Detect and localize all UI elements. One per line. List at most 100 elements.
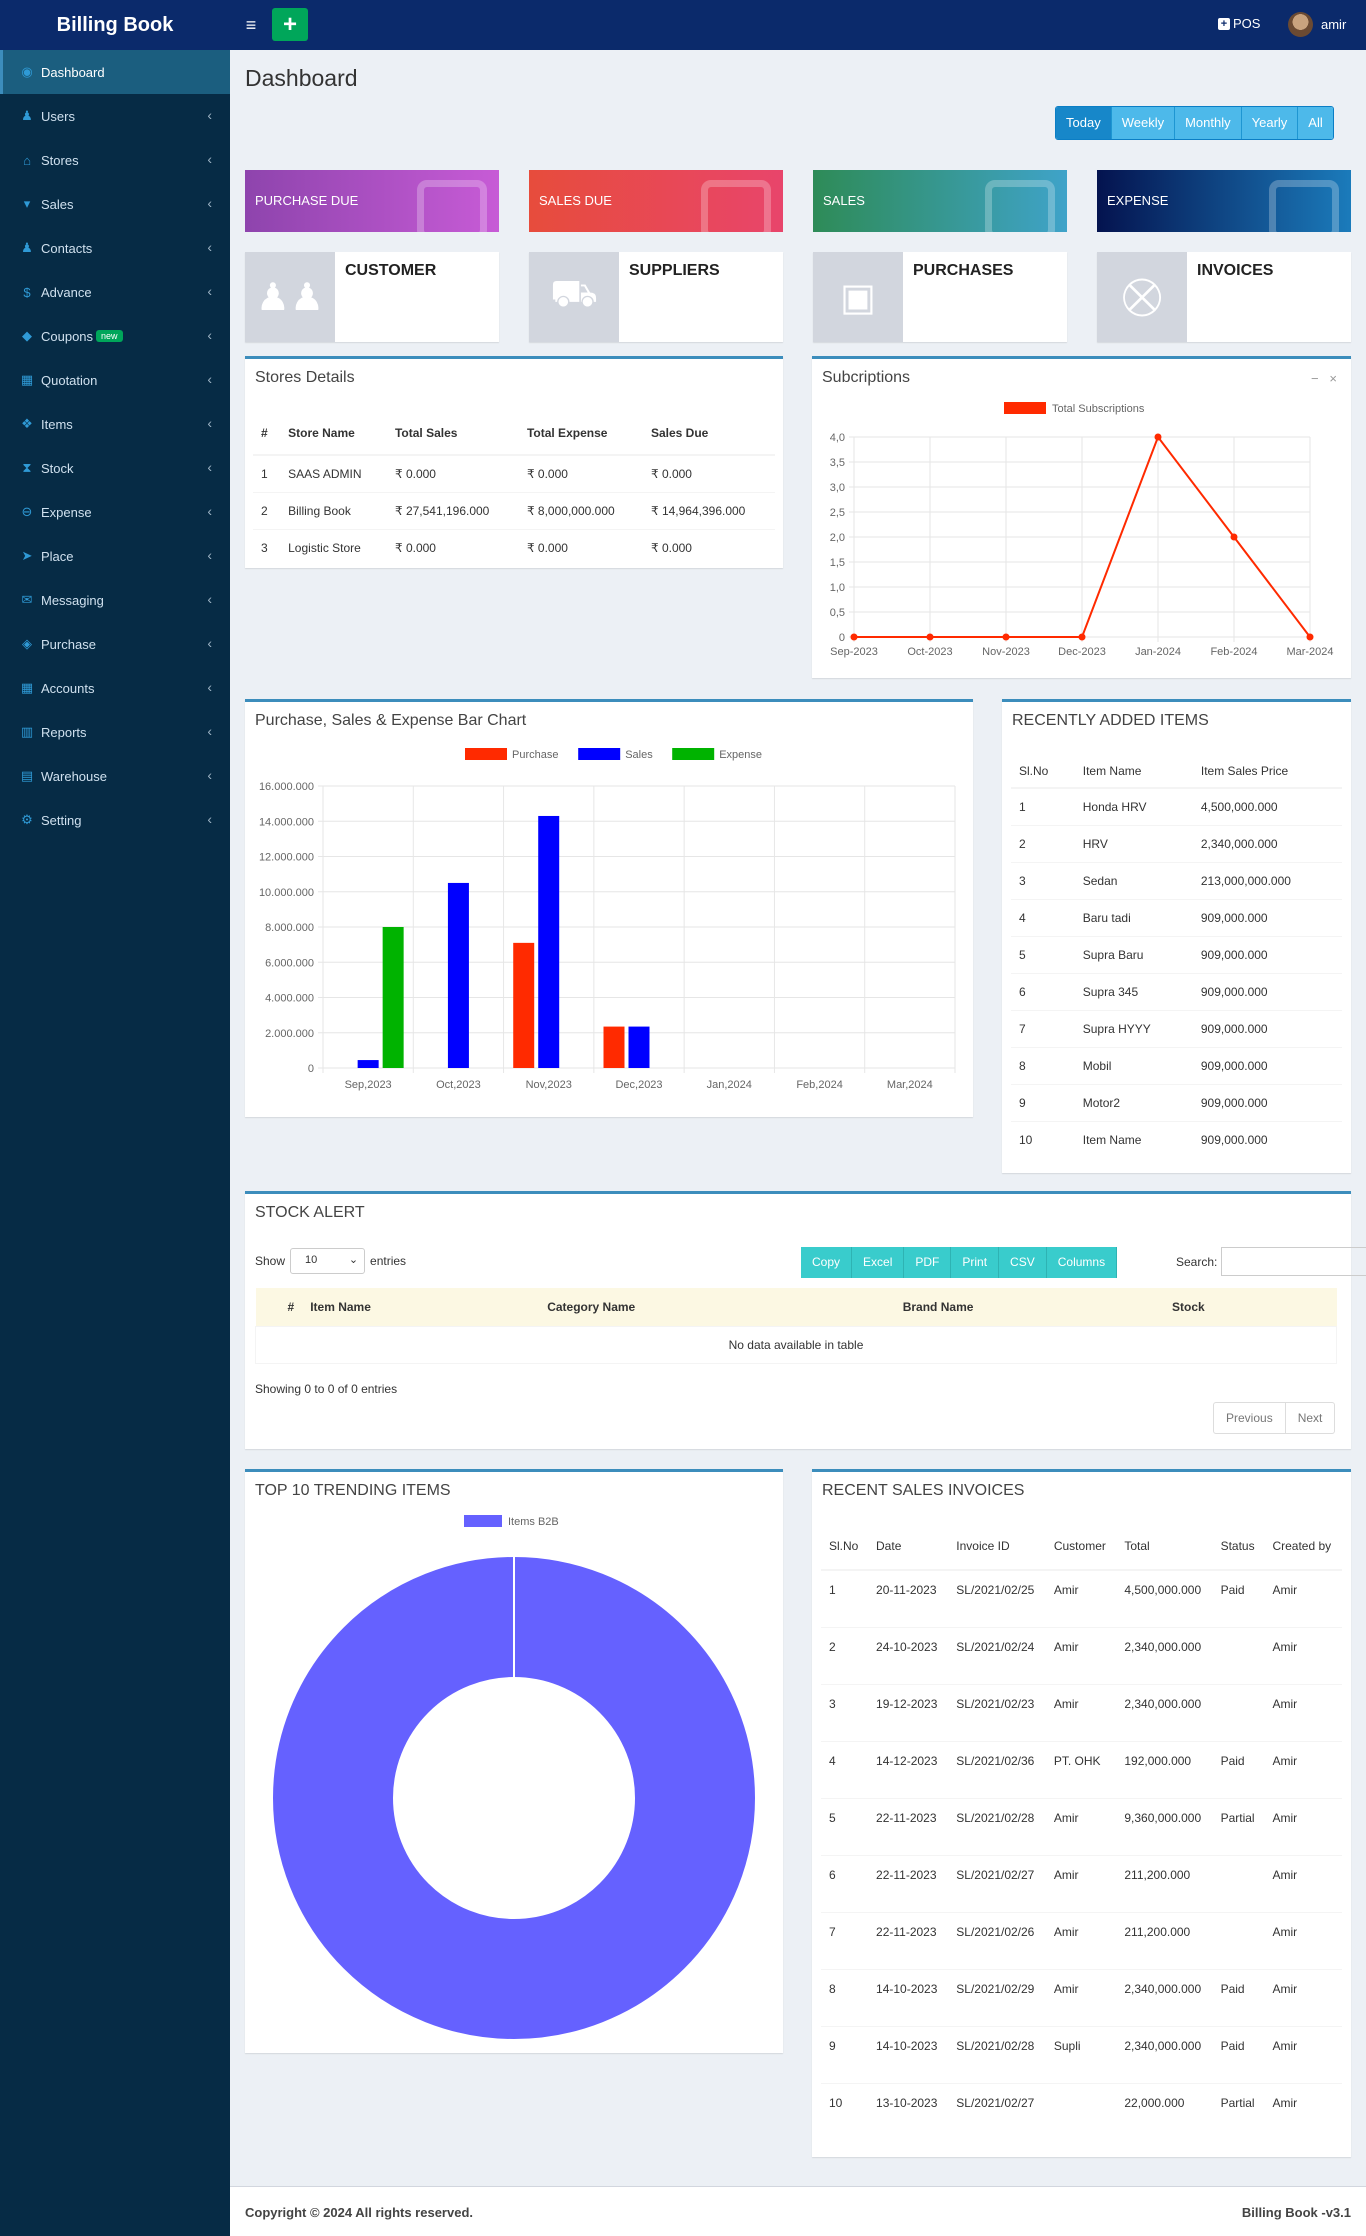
column-header[interactable]: Store Name <box>288 425 355 440</box>
bars-icon[interactable]: ≡ <box>245 15 257 35</box>
csv-button[interactable]: CSV <box>999 1247 1047 1278</box>
sidebar-item-stores[interactable]: ⌂ Stores ‹ <box>0 138 230 182</box>
table-row: 3 Sedan 213,000,000.000 <box>1011 861 1342 899</box>
next-page-button[interactable]: Next <box>1285 1402 1336 1434</box>
search-input[interactable] <box>1221 1247 1366 1276</box>
previous-page-button[interactable]: Previous <box>1213 1402 1286 1434</box>
table-cell <box>1045 2082 1117 2140</box>
table-cell: Paid <box>1212 1968 1265 2026</box>
brand-logo[interactable]: Billing Book <box>56 13 174 36</box>
table-cell: 3 <box>1011 861 1075 899</box>
range-all-button[interactable]: All <box>1298 107 1333 139</box>
column-header[interactable]: Item Sales Price <box>1200 763 1289 778</box>
sidebar-item-label: Expense <box>41 504 92 520</box>
table-cell: Paid <box>1212 1740 1265 1798</box>
sidebar-item-expense[interactable]: ⊖ Expense ‹ <box>0 490 230 534</box>
print-button[interactable]: Print <box>951 1247 1000 1278</box>
pos-button[interactable]: + POS <box>1218 16 1260 31</box>
column-header[interactable]: # <box>261 425 268 440</box>
sidebar-item-purchase[interactable]: ◈ Purchase ‹ <box>0 622 230 666</box>
table-cell: 6 <box>821 1854 869 1912</box>
sidebar-item-coupons[interactable]: ◆ Coupons new ‹ <box>0 314 230 358</box>
stat-box-purchases[interactable]: ▣ PURCHASES <box>813 252 1067 342</box>
page-title: Dashboard <box>245 65 358 91</box>
x-tick-label: Nov,2023 <box>526 1079 572 1091</box>
stat-box-label: INVOICES <box>1197 262 1274 279</box>
plus-square-icon: + <box>1218 17 1230 30</box>
pdf-button[interactable]: PDF <box>904 1247 952 1278</box>
minus-icon[interactable]: − <box>1310 371 1319 386</box>
stat-box-invoices[interactable]: ⛒ INVOICES <box>1097 252 1351 342</box>
info-box-expense[interactable]: EXPENSE <box>1097 170 1351 232</box>
cart-icon: ▾ <box>23 196 31 211</box>
data-point <box>850 633 858 641</box>
column-header[interactable]: Sl.No <box>1019 763 1049 778</box>
column-header[interactable]: Created by <box>1272 1538 1332 1553</box>
sidebar-item-setting[interactable]: ⚙ Setting ‹ <box>0 798 230 842</box>
sidebar-item-quotation[interactable]: ▦ Quotation ‹ <box>0 358 230 402</box>
table-info: Showing 0 to 0 of 0 entries <box>255 1382 398 1396</box>
column-header[interactable]: Stock <box>1172 1299 1205 1314</box>
x-tick-label: Jan-2024 <box>1135 646 1181 658</box>
column-header[interactable]: Brand Name <box>902 1299 974 1314</box>
sidebar-item-users[interactable]: ♟ Users ‹ <box>0 94 230 138</box>
column-header[interactable]: # <box>287 1299 295 1314</box>
column-header[interactable]: Total <box>1124 1538 1150 1553</box>
column-header[interactable]: Date <box>876 1538 902 1553</box>
sidebar-item-advance[interactable]: $ Advance ‹ <box>0 270 230 314</box>
envelope-icon: ✉ <box>21 592 33 607</box>
user-menu[interactable]: amir <box>1288 12 1346 37</box>
sidebar-item-contacts[interactable]: ♟ Contacts ‹ <box>0 226 230 270</box>
info-box-sales-due[interactable]: SALES DUE <box>529 170 783 232</box>
chevron-left-icon: ‹ <box>207 811 212 827</box>
info-box-sales[interactable]: SALES <box>813 170 1067 232</box>
sidebar-item-messaging[interactable]: ✉ Messaging ‹ <box>0 578 230 622</box>
x-tick-label: Dec,2023 <box>615 1079 662 1091</box>
table-row: 9 14-10-2023 SL/2021/02/28 Supli 2,340,000.0… <box>821 2025 1342 2083</box>
users-icon: ♟ <box>21 108 33 123</box>
column-header[interactable]: Total Expense <box>526 425 608 440</box>
sidebar-item-place[interactable]: ➤ Place ‹ <box>0 534 230 578</box>
sidebar-item-warehouse[interactable]: ▤ Warehouse ‹ <box>0 754 230 798</box>
copy-button[interactable]: Copy <box>801 1247 853 1278</box>
bar-sales <box>538 815 560 1068</box>
column-header[interactable]: Sl.No <box>829 1538 859 1553</box>
calendar-icon: ▦ <box>20 372 34 387</box>
sidebar-item-accounts[interactable]: ▦ Accounts ‹ <box>0 666 230 710</box>
excel-button[interactable]: Excel <box>852 1247 905 1278</box>
table-cell: Amir <box>1045 1626 1117 1684</box>
column-header[interactable]: Item Name <box>310 1299 371 1314</box>
column-header[interactable]: Category Name <box>547 1299 636 1314</box>
sidebar-item-sales[interactable]: ▾ Sales ‹ <box>0 182 230 226</box>
close-icon[interactable]: × <box>1329 371 1337 386</box>
column-header[interactable]: Invoice ID <box>956 1538 1010 1553</box>
column-header[interactable]: Item Name <box>1082 763 1142 778</box>
y-tick-label: 10.000.000 <box>259 887 314 899</box>
columns-button[interactable]: Columns <box>1046 1247 1118 1278</box>
table-header-row: Sl.No Date Invoice ID Customer Total Status Cr… <box>821 1522 1342 1570</box>
stat-box-customer[interactable]: ♟♟ CUSTOMER <box>245 252 499 342</box>
sidebar-item-reports[interactable]: ▥ Reports ‹ <box>0 710 230 754</box>
sidebar-item-stock[interactable]: ⧗ Stock ‹ <box>0 446 230 490</box>
info-box-purchase-due[interactable]: PURCHASE DUE <box>245 170 499 232</box>
invoices-title: RECENT SALES INVOICES <box>822 1482 1025 1499</box>
stock-alert-panel: STOCK ALERT Show 10 ⌄ entries Copy Excel PD… <box>245 1191 1366 1449</box>
chevron-left-icon: ‹ <box>207 107 212 123</box>
sidebar-item-dashboard[interactable]: ◉ Dashboard <box>0 50 230 94</box>
sidebar-item-items[interactable]: ❖ Items ‹ <box>0 402 230 446</box>
column-header[interactable]: Total Sales <box>394 425 458 440</box>
add-button[interactable]: + <box>272 8 308 41</box>
range-weekly-button[interactable]: Weekly <box>1111 107 1176 139</box>
page-length-select[interactable]: 10 ⌄ <box>290 1248 366 1274</box>
column-header[interactable]: Customer <box>1053 1538 1106 1553</box>
box-tools[interactable]: − × <box>1311 371 1337 386</box>
column-header[interactable]: Sales Due <box>650 425 709 440</box>
column-header[interactable]: Status <box>1220 1538 1255 1553</box>
minus-circle-icon: ⊖ <box>21 504 33 519</box>
range-today-button[interactable]: Today <box>1056 107 1112 139</box>
user-name: amir <box>1321 17 1347 32</box>
stat-box-suppliers[interactable]: ⛟ SUPPLIERS <box>529 252 783 342</box>
range-monthly-button[interactable]: Monthly <box>1175 107 1242 139</box>
legend-swatch <box>672 748 715 760</box>
range-yearly-button[interactable]: Yearly <box>1241 107 1299 139</box>
